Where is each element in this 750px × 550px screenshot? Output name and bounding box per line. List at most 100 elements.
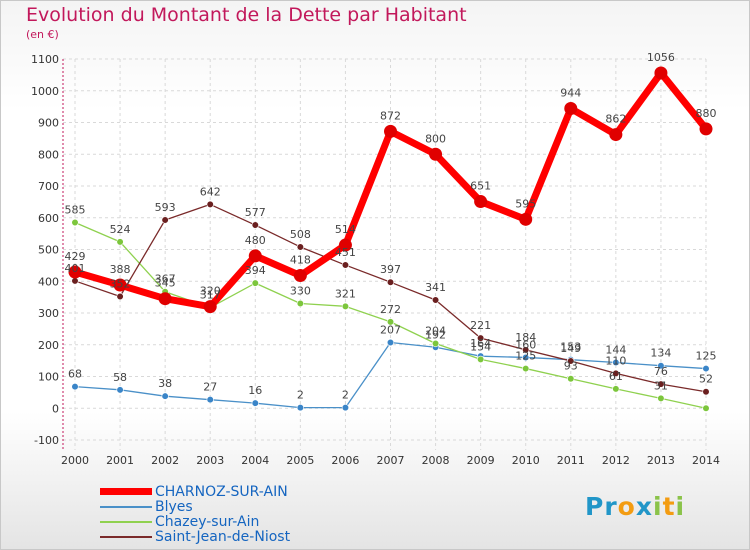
data-label: 153 — [560, 341, 581, 354]
data-point — [293, 269, 307, 283]
data-label: 144 — [605, 344, 626, 357]
legend-swatch-saint-jean — [100, 535, 152, 538]
data-label: 330 — [290, 284, 311, 297]
data-point — [702, 388, 710, 396]
data-point — [522, 364, 530, 373]
chart-title: Evolution du Montant de la Dette par Hab… — [26, 4, 467, 26]
data-point — [248, 249, 262, 263]
data-point — [612, 358, 620, 367]
x-tick-label: 2011 — [557, 454, 585, 467]
data-label: 595 — [515, 197, 536, 210]
legend-swatch-charnoz — [100, 488, 152, 495]
chart-subtitle: (en €) — [26, 28, 59, 41]
data-label: 317 — [200, 289, 221, 302]
data-point — [702, 364, 710, 373]
data-label: 134 — [650, 347, 671, 360]
data-label: 401 — [65, 262, 86, 275]
data-label: 593 — [155, 201, 176, 214]
data-label: 93 — [564, 360, 578, 373]
logo-letter: t — [662, 492, 676, 521]
data-label: 508 — [290, 228, 311, 241]
data-label: 345 — [155, 277, 176, 290]
data-point — [338, 238, 352, 252]
legend-label: Blyes — [155, 498, 193, 515]
data-point — [71, 383, 79, 391]
data-label: 585 — [65, 204, 86, 217]
data-point — [161, 216, 169, 224]
data-label: 524 — [110, 223, 131, 236]
data-point — [564, 102, 578, 116]
data-point — [609, 128, 623, 142]
logo-letter: o — [617, 492, 636, 521]
logo-letter: i — [675, 492, 686, 521]
x-tick-label: 2005 — [286, 454, 314, 467]
data-label: 125 — [515, 350, 536, 363]
data-point — [203, 300, 217, 314]
data-point — [71, 218, 79, 227]
data-point — [116, 386, 124, 394]
data-point — [477, 334, 485, 342]
x-tick-label: 2004 — [241, 454, 269, 467]
legend-swatch-chazey — [100, 520, 152, 523]
x-tick-label: 2002 — [151, 454, 179, 467]
data-point — [251, 279, 259, 287]
data-point — [161, 392, 169, 400]
y-tick-label: 200 — [38, 339, 59, 352]
data-point — [341, 261, 350, 269]
data-point — [612, 369, 620, 377]
data-label: 872 — [380, 109, 401, 122]
data-point — [474, 195, 488, 209]
data-label: 154 — [470, 340, 491, 353]
data-label: 192 — [425, 328, 446, 341]
data-label: 160 — [515, 338, 536, 351]
data-point — [429, 147, 443, 161]
data-point — [657, 394, 665, 403]
data-point — [702, 404, 710, 412]
data-point — [386, 318, 395, 326]
x-tick-label: 2012 — [602, 454, 630, 467]
data-label: 149 — [560, 342, 581, 355]
y-tick-label: 700 — [38, 180, 59, 193]
x-tick-label: 2001 — [106, 454, 134, 467]
y-tick-label: 600 — [38, 212, 59, 225]
data-label: 577 — [245, 206, 266, 219]
x-tick-label: 2014 — [692, 454, 720, 467]
data-label: 16 — [248, 384, 262, 397]
data-label: 272 — [380, 303, 401, 316]
logo-letter: x — [635, 492, 653, 521]
x-tick-label: 2008 — [422, 454, 450, 467]
data-point — [567, 357, 575, 365]
legend-item-blyes: Blyes — [100, 498, 290, 515]
data-point — [251, 221, 259, 229]
data-label: 880 — [696, 107, 717, 120]
data-point — [116, 238, 124, 246]
data-label: 2 — [342, 389, 349, 402]
data-point — [654, 66, 668, 80]
data-label: 184 — [515, 331, 536, 344]
y-tick-label: 900 — [38, 117, 59, 130]
data-label: 1056 — [647, 51, 675, 64]
data-label: 388 — [110, 263, 131, 276]
legend-label: CHARNOZ-SUR-AIN — [155, 483, 288, 500]
data-point — [206, 396, 214, 404]
data-point — [612, 385, 620, 393]
data-point — [68, 265, 82, 279]
data-point — [296, 299, 304, 308]
data-label: 61 — [609, 370, 623, 383]
x-tick-label: 2003 — [196, 454, 224, 467]
data-point — [657, 380, 665, 388]
data-point — [386, 278, 395, 286]
data-label: 451 — [335, 246, 356, 259]
data-point — [567, 375, 575, 383]
y-tick-label: 400 — [38, 275, 59, 288]
data-label: 221 — [470, 319, 491, 332]
data-point — [519, 212, 533, 226]
y-tick-label: -100 — [34, 434, 59, 447]
logo-letter: Pr — [585, 492, 618, 521]
data-label: 394 — [245, 264, 266, 277]
x-tick-label: 2007 — [377, 454, 405, 467]
data-point — [522, 346, 530, 354]
data-label: 2 — [297, 389, 304, 402]
data-point — [341, 404, 350, 412]
